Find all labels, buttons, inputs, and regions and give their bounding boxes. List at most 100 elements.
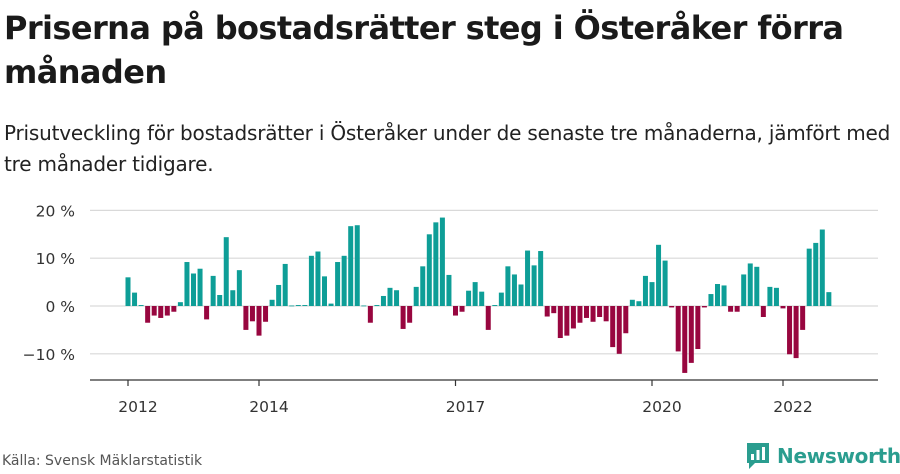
source-note: Källa: Svensk Mäklarstatistik	[2, 453, 203, 469]
bar	[603, 306, 609, 322]
bar	[295, 305, 301, 306]
bar	[230, 290, 236, 306]
bar	[780, 306, 786, 309]
bar	[459, 306, 465, 312]
bar	[675, 306, 681, 352]
y-tick-label: −10 %	[23, 346, 75, 364]
bar	[177, 302, 183, 306]
bar	[354, 225, 360, 306]
bar	[472, 282, 478, 306]
bar	[636, 301, 642, 306]
bar	[407, 306, 413, 323]
bar	[374, 305, 380, 306]
tick-labels: 20 % 10 % 0 % −10 % 2012 2014 2017 2020 2022 1 %	[23, 0, 857, 416]
bar	[492, 305, 498, 306]
y-tick-label: 0 %	[45, 298, 75, 316]
latest-value-annotation: 1 %	[827, 0, 857, 4]
x-tick-label: 2020	[642, 398, 681, 416]
bar	[223, 237, 229, 306]
bar	[276, 284, 282, 306]
x-tick-label: 2012	[118, 398, 157, 416]
bar	[669, 306, 675, 308]
bar	[466, 290, 472, 306]
bar	[498, 292, 504, 306]
bar	[721, 285, 727, 306]
bar	[453, 306, 458, 316]
bar	[151, 306, 157, 316]
bar	[315, 251, 321, 306]
bar	[256, 306, 262, 336]
bar	[557, 306, 563, 339]
bar	[715, 284, 720, 306]
bar	[420, 266, 426, 306]
bar	[439, 217, 445, 306]
brand-logo[interactable]: Newsworthy	[745, 440, 900, 472]
bar	[682, 306, 688, 373]
bar	[328, 303, 334, 306]
bar	[518, 284, 524, 306]
bar	[597, 306, 603, 317]
bar	[656, 244, 662, 306]
chart-subtitle: Prisutveckling för bostadsrätter i Öster…	[4, 121, 891, 176]
bar	[551, 306, 557, 314]
bar	[819, 229, 825, 306]
bar	[708, 294, 714, 306]
bar	[302, 305, 308, 306]
bar	[263, 306, 269, 322]
bar	[806, 248, 812, 306]
newsworthy-logo-icon	[747, 443, 769, 469]
bar	[800, 306, 806, 330]
bar	[446, 274, 452, 306]
bar	[217, 295, 223, 306]
bar	[538, 251, 544, 306]
bar	[191, 273, 196, 306]
bar	[649, 282, 655, 306]
bar	[341, 255, 347, 306]
bar	[433, 222, 439, 306]
bar	[577, 306, 583, 323]
x-tick-label: 2022	[773, 398, 812, 416]
bar	[138, 305, 144, 306]
bar	[361, 305, 367, 307]
bar	[171, 306, 177, 312]
bar	[511, 274, 517, 306]
bar	[145, 306, 151, 323]
bar	[210, 275, 216, 306]
x-tick-label: 2017	[446, 398, 485, 416]
brand-name: Newsworthy	[777, 444, 900, 468]
bar	[610, 306, 616, 348]
bar	[426, 234, 432, 306]
bar	[754, 266, 760, 306]
bar	[616, 306, 622, 354]
bar	[564, 306, 570, 336]
bar	[400, 306, 406, 329]
chart-title: Priserna på bostadsrätter steg i Österåk…	[4, 9, 844, 91]
axes	[90, 379, 878, 386]
x-tick-label: 2014	[249, 398, 288, 416]
bar	[662, 260, 668, 306]
bar	[479, 291, 485, 306]
bar	[236, 270, 242, 306]
bar	[688, 306, 694, 363]
y-tick-label: 10 %	[36, 250, 75, 268]
bar	[322, 276, 327, 306]
bar	[348, 226, 354, 306]
bar	[308, 255, 314, 306]
bar	[701, 306, 707, 308]
bar	[570, 306, 576, 329]
bar	[590, 306, 596, 322]
bar	[525, 250, 531, 306]
bar	[505, 266, 511, 306]
y-tick-label: 20 %	[36, 202, 75, 220]
bar	[269, 299, 275, 306]
bar	[413, 286, 419, 306]
bar	[380, 295, 386, 306]
bar	[387, 287, 393, 306]
bar	[184, 262, 190, 306]
bar	[204, 306, 210, 320]
gridlines	[90, 209, 878, 355]
bar	[787, 306, 793, 355]
bar	[158, 306, 164, 318]
bar	[132, 292, 138, 306]
